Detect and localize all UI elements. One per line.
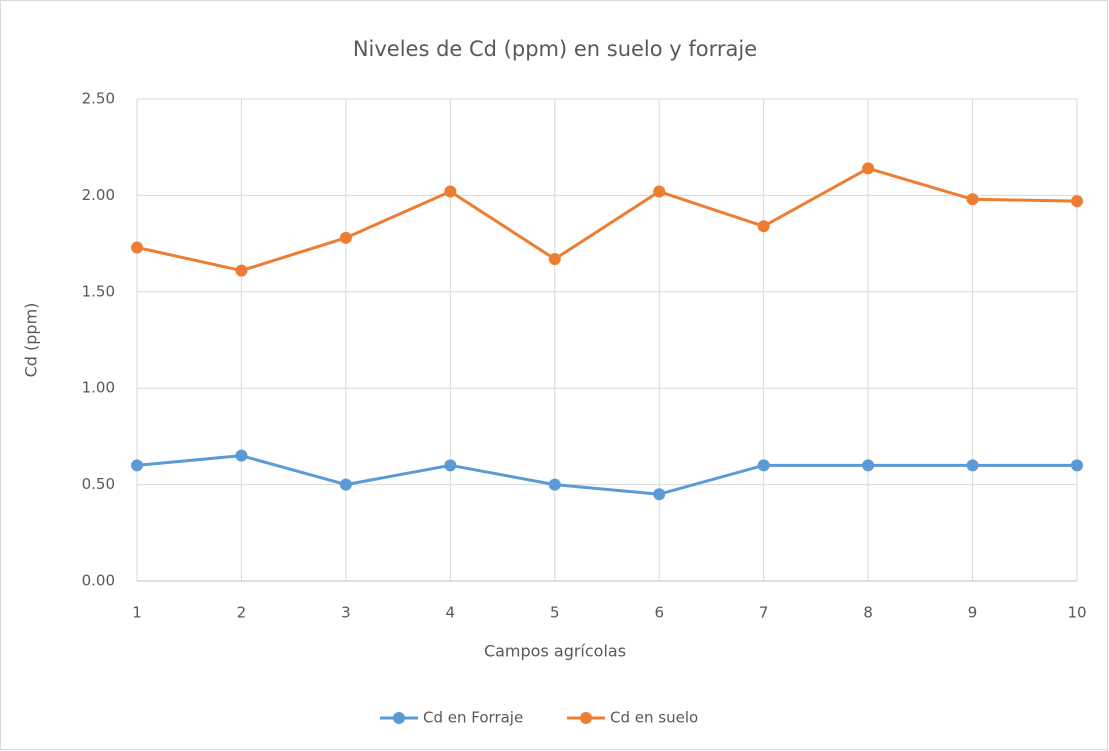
data-point (757, 220, 770, 233)
x-tick-label: 3 (341, 604, 351, 622)
data-point (757, 459, 770, 472)
data-point (862, 162, 875, 175)
y-tick-label: 1.50 (82, 282, 115, 300)
chart-title: Niveles de Cd (ppm) en suelo y forraje (353, 37, 757, 61)
data-point (548, 478, 561, 491)
x-tick-label: 1 (132, 604, 142, 622)
data-point (862, 459, 875, 472)
data-point (1071, 195, 1083, 208)
x-tick-label: 7 (759, 604, 769, 622)
data-point (235, 264, 248, 277)
data-point (339, 478, 352, 491)
data-point (653, 185, 666, 198)
data-point (235, 449, 248, 462)
y-tick-label: 0.00 (82, 572, 115, 590)
series-line (136, 166, 1078, 273)
x-tick-label: 5 (550, 604, 560, 622)
y-tick-label: 2.00 (82, 186, 115, 204)
x-tick-label: 8 (863, 604, 873, 622)
x-tick-label: 10 (1067, 604, 1086, 622)
x-axis-title: Campos agrícolas (484, 642, 626, 661)
data-point (966, 459, 979, 472)
legend-marker (393, 712, 405, 724)
x-tick-label: 9 (968, 604, 978, 622)
x-tick-label: 6 (654, 604, 664, 622)
legend-label: Cd en suelo (610, 709, 698, 727)
data-point (653, 488, 666, 501)
data-point (131, 459, 143, 472)
y-tick-label: 0.50 (82, 475, 115, 493)
y-axis-title: Cd (ppm) (22, 303, 41, 378)
x-tick-label: 4 (446, 604, 456, 622)
x-tick-label: 2 (237, 604, 247, 622)
data-point (131, 241, 143, 254)
series-line (136, 454, 1077, 496)
legend-label: Cd en Forraje (423, 709, 523, 727)
y-tick-label: 1.00 (82, 379, 115, 397)
data-point (548, 253, 561, 266)
data-point (339, 231, 352, 244)
data-point (1071, 459, 1083, 472)
y-tick-label: 2.50 (82, 90, 115, 108)
data-point (966, 193, 979, 206)
data-point (444, 185, 457, 198)
data-point (444, 459, 457, 472)
legend-marker (580, 712, 592, 724)
